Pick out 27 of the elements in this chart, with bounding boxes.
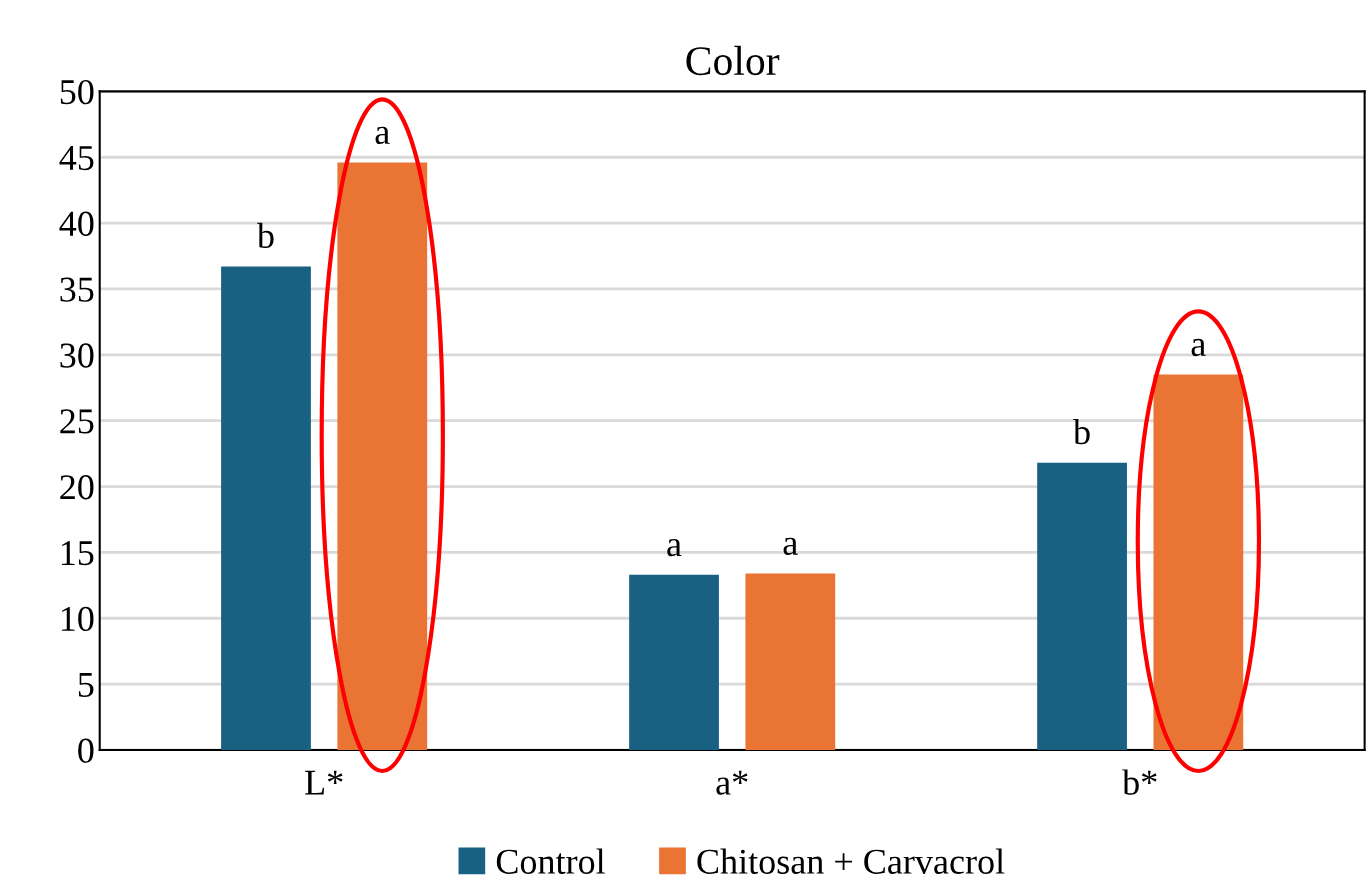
bar [221, 266, 311, 750]
annotation: a [667, 539, 682, 557]
legend-label: Chitosan + Carvacrol [697, 848, 1005, 874]
y-tick-label: 50 [60, 79, 94, 105]
y-tick-label: 45 [59, 146, 94, 171]
annotation: a [1191, 338, 1206, 357]
x-tick-label: b* [1122, 769, 1157, 795]
annotation: b [1073, 418, 1090, 445]
y-tick-label: 25 [60, 409, 94, 434]
annotation: a [375, 126, 390, 145]
bar [745, 573, 836, 750]
chart-title: Color [686, 45, 780, 76]
y-tick-label: 0 [78, 738, 94, 763]
x-tick-label: L* [305, 770, 343, 795]
y-tick-label: 20 [60, 475, 94, 500]
legend-label: Control [496, 848, 605, 874]
y-tick-label: 5 [78, 672, 94, 697]
annotation: b [256, 222, 274, 249]
x-tick-label: a* [716, 770, 748, 795]
y-tick-label: 15 [61, 541, 94, 566]
y-tick-label: 10 [61, 606, 94, 632]
y-tick-label: 30 [60, 343, 94, 368]
y-tick-label: 35 [60, 277, 94, 302]
bar [1037, 462, 1127, 750]
y-tick-label: 40 [59, 211, 94, 236]
bar [629, 574, 719, 750]
annotation: a [783, 537, 798, 556]
